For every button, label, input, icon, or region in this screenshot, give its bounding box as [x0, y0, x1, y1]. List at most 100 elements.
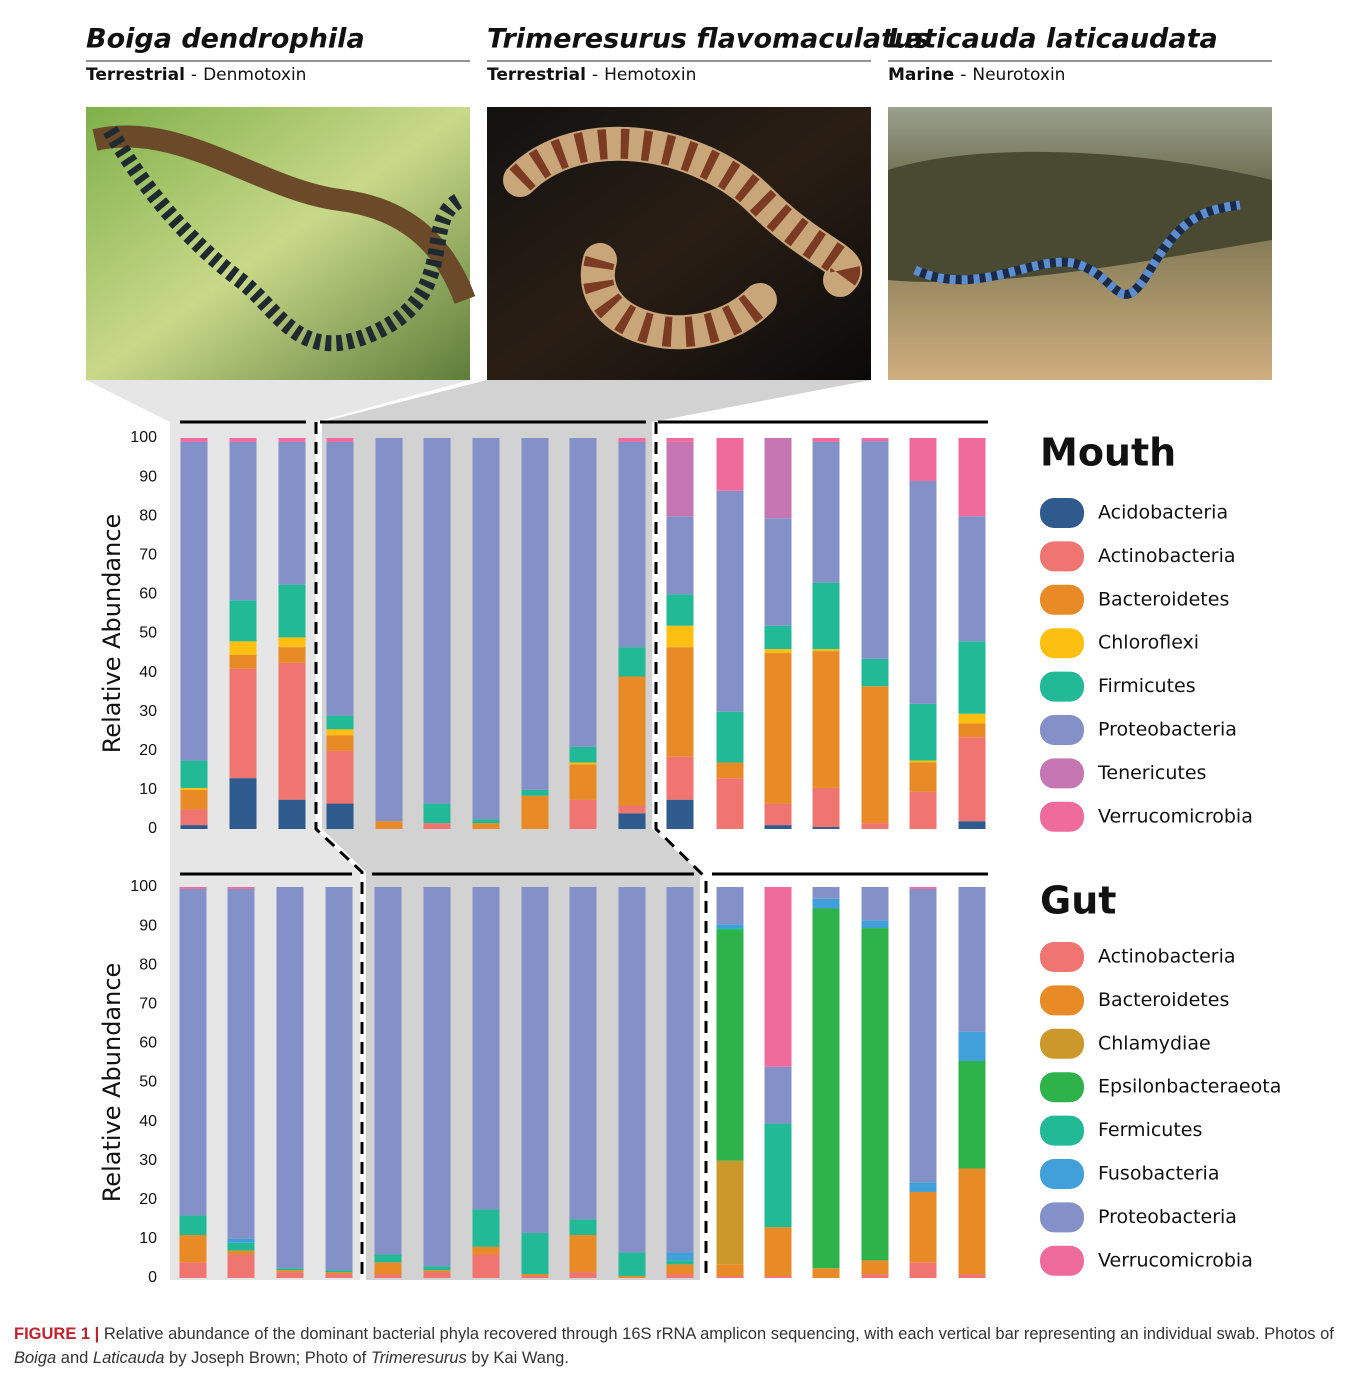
bar-segment: [959, 438, 986, 516]
subtitle-part: Hemotoxin: [604, 65, 696, 85]
bar-segment: [181, 825, 208, 829]
y-tick-label: 40: [139, 664, 157, 681]
y-tick-label: 100: [130, 429, 157, 446]
species-name: Trimeresurus flavomaculatus: [487, 24, 929, 55]
bar-segment: [570, 1235, 597, 1272]
bar-segment: [327, 729, 354, 735]
bar-segment: [570, 887, 597, 1219]
bar-segment: [424, 1266, 451, 1270]
y-tick-label: 80: [139, 956, 157, 973]
y-tick-label: 70: [139, 547, 157, 564]
bar-segment: [473, 819, 500, 823]
caption-text: Laticauda: [93, 1349, 165, 1367]
legend-label: Verrucomicrobia: [1098, 1249, 1253, 1271]
bar-segment: [180, 1215, 207, 1235]
bar-segment: [765, 1067, 792, 1124]
subtitle-part: Marine: [888, 65, 954, 85]
bar-segment: [570, 763, 597, 765]
bar-segment: [667, 516, 694, 594]
bar-segment: [910, 1182, 937, 1192]
bar-segment: [959, 1169, 986, 1275]
bar-segment: [813, 583, 840, 649]
bar-segment: [424, 887, 451, 1266]
bar-segment: [765, 804, 792, 826]
bar-segment: [717, 763, 744, 779]
legend-swatch: [1040, 1159, 1084, 1189]
legend-label: Epsilonbacteraeota: [1098, 1076, 1281, 1098]
bar-segment: [862, 1260, 889, 1274]
bar-segment: [717, 712, 744, 763]
bar-segment: [327, 751, 354, 804]
y-tick-label: 0: [148, 1269, 157, 1286]
bar-segment: [375, 1255, 402, 1263]
bar-segment: [230, 655, 257, 669]
bar-segment: [522, 1276, 549, 1278]
bar-segment: [667, 800, 694, 829]
y-axis-label: Relative Abundance: [98, 514, 126, 754]
bar-segment: [862, 440, 889, 442]
legend-label: Firmicutes: [1098, 675, 1196, 697]
bar-segment: [570, 438, 597, 747]
bar-segment: [228, 1255, 255, 1278]
bar-segment: [910, 887, 937, 889]
subtitle-part: -: [592, 65, 598, 85]
bar-segment: [910, 1192, 937, 1262]
bar-segment: [959, 887, 986, 1032]
y-tick-label: 60: [139, 586, 157, 603]
bar-segment: [765, 649, 792, 653]
bar-segment: [813, 899, 840, 909]
legend-swatch: [1040, 498, 1084, 528]
photo: [487, 107, 871, 380]
legend-label: Chlamydiae: [1098, 1032, 1211, 1054]
bar-segment: [959, 737, 986, 821]
bar-segment: [667, 626, 694, 648]
bar-segment: [326, 1272, 353, 1274]
bar-segment: [327, 438, 354, 442]
legend-label: Bacteroidetes: [1098, 588, 1229, 610]
legend-label: Proteobacteria: [1098, 719, 1237, 741]
bar-segment: [279, 647, 306, 663]
bar-segment: [717, 438, 744, 491]
bar-segment: [230, 669, 257, 778]
bar-segment: [717, 1264, 744, 1276]
caption-text: Relative abundance of the dominant bacte…: [104, 1325, 1334, 1343]
bar-segment: [279, 637, 306, 647]
bar-segment: [375, 887, 402, 1255]
bar-segment: [522, 438, 549, 790]
y-tick-label: 90: [139, 917, 157, 934]
bar-segment: [717, 1276, 744, 1278]
bar-segment: [326, 1270, 353, 1272]
bar-segment: [813, 788, 840, 827]
bar-segment: [279, 585, 306, 638]
legend-label: Fusobacteria: [1098, 1163, 1219, 1185]
legend-swatch: [1040, 1202, 1084, 1232]
bar-segment: [327, 804, 354, 829]
bar-segment: [765, 887, 792, 1067]
subtitle-part: -: [960, 65, 966, 85]
bar-segment: [717, 1161, 744, 1265]
legend-swatch: [1040, 1246, 1084, 1276]
bar-segment: [959, 1061, 986, 1169]
legend-label: Acidobacteria: [1098, 502, 1228, 524]
bar-segment: [230, 438, 257, 442]
bar-segment: [424, 1270, 451, 1272]
y-tick-label: 10: [139, 781, 157, 798]
bar-segment: [862, 887, 889, 920]
caption-text: Boiga: [14, 1349, 56, 1367]
bar-segment: [619, 887, 646, 1253]
bar-segment: [910, 481, 937, 704]
bar-segment: [765, 518, 792, 626]
bar-segment: [230, 778, 257, 829]
y-tick-label: 20: [139, 742, 157, 759]
legend-label: Bacteroidetes: [1098, 989, 1229, 1011]
bar-segment: [327, 716, 354, 730]
bar-segment: [910, 704, 937, 761]
bar-segment: [424, 1272, 451, 1278]
bar-segment: [862, 1274, 889, 1278]
bar-segment: [522, 796, 549, 829]
bar-segment: [619, 677, 646, 806]
bar-segment: [473, 823, 500, 829]
bar-segment: [667, 594, 694, 625]
bar-segment: [473, 1255, 500, 1278]
caption-text: by Joseph Brown; Photo of: [164, 1349, 370, 1367]
